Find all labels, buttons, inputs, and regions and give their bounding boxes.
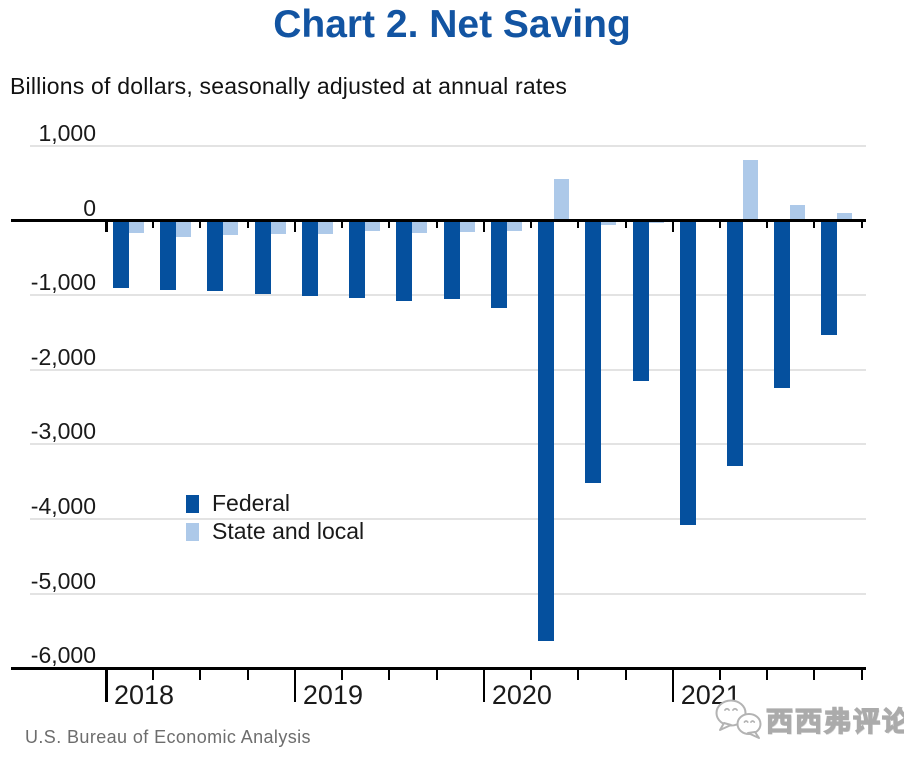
bar-federal-2019-q1: [301, 220, 318, 297]
bar-federal-2021-q1: [679, 220, 696, 526]
year-tick-bottom: [293, 669, 297, 702]
quarter-tick-bottom: [624, 669, 627, 680]
legend-item-federal: Federal: [186, 490, 364, 516]
year-tick: [105, 222, 108, 232]
y-axis-label--4000: -4,000: [30, 493, 96, 520]
quarter-tick: [813, 222, 816, 228]
quarter-tick-bottom: [341, 669, 344, 680]
year-tick-bottom: [482, 669, 486, 702]
bar-state-and-local-2020-q2: [554, 179, 570, 221]
year-tick-bottom: [671, 669, 675, 702]
gridline--2000: [30, 368, 866, 371]
gridline--4000: [30, 518, 866, 521]
quarter-tick: [624, 222, 627, 228]
quarter-tick: [766, 222, 769, 228]
quarter-tick: [718, 222, 721, 228]
gridline--5000: [30, 592, 866, 595]
legend-item-state-local: State and local: [186, 518, 364, 544]
year-tick: [671, 222, 675, 232]
quarter-tick: [246, 222, 249, 228]
bar-federal-2018-q2: [160, 220, 177, 290]
quarter-tick: [435, 222, 438, 228]
quarter-tick: [152, 222, 155, 228]
quarter-tick-bottom: [530, 669, 533, 680]
x-axis-year-label-2019: 2019: [302, 680, 363, 710]
bar-state-and-local-2018-q1: [129, 220, 144, 234]
bar-federal-2020-q3: [585, 220, 602, 483]
bar-federal-2021-q3: [774, 220, 791, 388]
bar-federal-2020-q1: [490, 220, 507, 309]
bar-state-and-local-2021-q3: [790, 205, 806, 221]
x-axis-line: [11, 666, 866, 670]
state-local-swatch-icon: [186, 522, 199, 541]
bar-federal-2019-q2: [349, 220, 366, 299]
legend-label-state-local: State and local: [212, 518, 365, 544]
legend: Federal State and local: [186, 490, 364, 550]
watermark-text: 西西弗评论: [765, 706, 904, 737]
x-axis-year-label-2018: 2018: [114, 680, 175, 710]
bar-state-and-local-2019-q3: [412, 220, 428, 234]
bar-federal-2021-q4: [821, 220, 838, 336]
quarter-tick-bottom: [718, 669, 721, 680]
zero-axis-line: [11, 219, 866, 222]
y-axis-label--5000: -5,000: [30, 567, 96, 594]
bar-federal-2018-q4: [254, 220, 271, 295]
chart-subtitle: Billions of dollars, seasonally adjusted…: [10, 73, 568, 99]
bar-federal-2019-q4: [443, 220, 460, 299]
x-axis-year-label-2020: 2020: [491, 680, 552, 710]
gridline-1000: [30, 144, 866, 147]
bar-state-and-local-2019-q2: [365, 220, 381, 231]
quarter-tick-bottom: [199, 669, 202, 680]
y-axis-label--3000: -3,000: [30, 418, 96, 445]
year-tick: [293, 222, 297, 232]
bar-federal-2018-q1: [113, 220, 129, 289]
gridline--3000: [30, 443, 866, 446]
quarter-tick-bottom: [577, 669, 580, 680]
year-tick-bottom: [105, 669, 108, 702]
wechat-bubbles-icon: [715, 699, 762, 739]
bar-state-and-local-2019-q4: [459, 220, 475, 233]
y-axis-label--6000: -6,000: [30, 642, 96, 669]
bar-federal-2021-q2: [726, 220, 743, 467]
bar-state-and-local-2019-q1: [317, 220, 333, 234]
federal-swatch-icon: [186, 494, 199, 513]
y-axis-label--2000: -2,000: [30, 343, 96, 370]
watermark: 西西弗评论: [712, 697, 904, 741]
bar-state-and-local-2020-q1: [506, 220, 522, 231]
quarter-tick-bottom: [435, 669, 438, 680]
quarter-tick: [530, 222, 533, 228]
legend-label-federal: Federal: [212, 490, 290, 516]
bar-federal-2020-q2: [538, 220, 555, 642]
source-note: U.S. Bureau of Economic Analysis: [25, 727, 311, 747]
y-axis-label--1000: -1,000: [30, 269, 96, 296]
bar-state-and-local-2020-q3: [601, 220, 617, 225]
quarter-tick: [577, 222, 580, 228]
bar-state-and-local-2021-q4: [837, 213, 853, 221]
quarter-tick-bottom: [860, 669, 863, 680]
quarter-tick-bottom: [246, 669, 249, 680]
bar-federal-2019-q3: [396, 220, 413, 301]
quarter-tick-bottom: [152, 669, 155, 680]
quarter-tick-bottom: [766, 669, 769, 680]
y-axis-label-1000: 1,000: [38, 119, 96, 146]
bar-federal-2020-q4: [632, 220, 649, 381]
quarter-tick-bottom: [388, 669, 391, 680]
y-axis-label-0: 0: [83, 194, 96, 221]
chart-title: Chart 2. Net Saving: [273, 3, 631, 46]
bar-federal-2018-q3: [207, 220, 224, 292]
bar-state-and-local-2018-q4: [270, 220, 286, 235]
bar-state-and-local-2021-q2: [742, 160, 758, 221]
quarter-tick: [341, 222, 344, 228]
bar-state-and-local-2018-q2: [176, 220, 192, 237]
quarter-tick: [860, 222, 863, 228]
quarter-tick: [388, 222, 391, 228]
quarter-tick: [199, 222, 202, 228]
quarter-tick-bottom: [813, 669, 816, 680]
bar-state-and-local-2018-q3: [223, 220, 239, 236]
year-tick: [482, 222, 486, 232]
